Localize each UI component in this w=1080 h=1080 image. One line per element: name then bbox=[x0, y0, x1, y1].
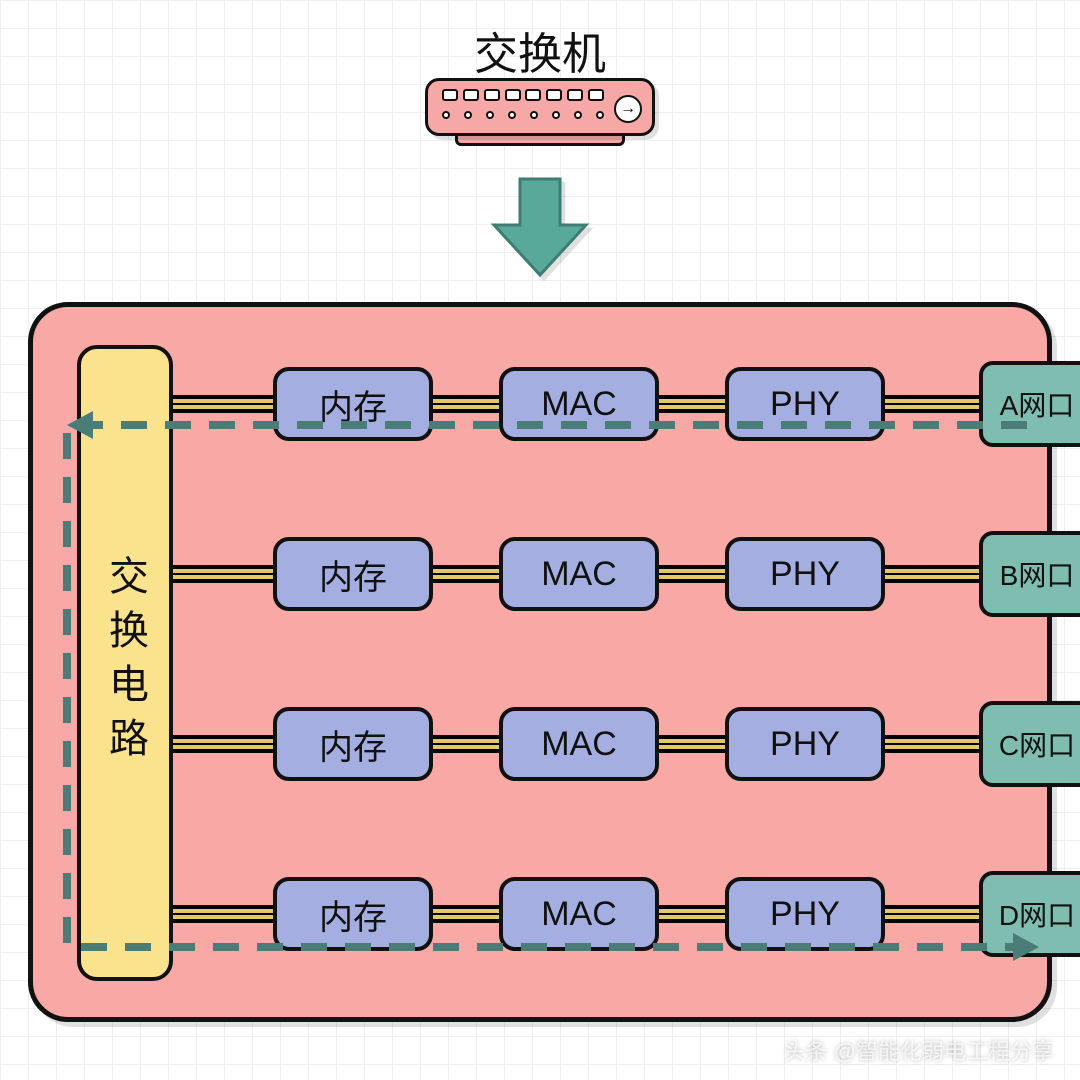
phy-a: PHY bbox=[725, 367, 885, 441]
port-a: A网口 bbox=[979, 361, 1080, 447]
diagram-title: 交换机 bbox=[0, 18, 1080, 82]
row-c: 内存 MAC PHY C网口 bbox=[173, 707, 1051, 781]
switch-base bbox=[455, 136, 625, 146]
switch-device-icon: → bbox=[425, 78, 655, 146]
mem-d: 内存 bbox=[273, 877, 433, 951]
port-d: D网口 bbox=[979, 871, 1080, 957]
switch-body: → bbox=[425, 78, 655, 136]
switching-circuit-label: 交换电路 bbox=[96, 555, 154, 771]
phy-b: PHY bbox=[725, 537, 885, 611]
mem-a: 内存 bbox=[273, 367, 433, 441]
switch-internals-box: 交换电路 内存 MAC PHY A网口 内存 MAC PHY B网口 内存 MA… bbox=[28, 302, 1052, 1022]
port-b: B网口 bbox=[979, 531, 1080, 617]
phy-d: PHY bbox=[725, 877, 885, 951]
phy-c: PHY bbox=[725, 707, 885, 781]
port-c: C网口 bbox=[979, 701, 1080, 787]
mac-b: MAC bbox=[499, 537, 659, 611]
mac-d: MAC bbox=[499, 877, 659, 951]
row-d: 内存 MAC PHY D网口 bbox=[173, 877, 1051, 951]
switch-action-icon: → bbox=[614, 95, 642, 123]
mem-c: 内存 bbox=[273, 707, 433, 781]
diagram-stage: 交换机 → 交换电路 内存 MAC PHY A网口 bbox=[0, 0, 1080, 1080]
mem-b: 内存 bbox=[273, 537, 433, 611]
mac-a: MAC bbox=[499, 367, 659, 441]
mac-c: MAC bbox=[499, 707, 659, 781]
switch-leds-bottom bbox=[442, 111, 604, 119]
switch-ports-top bbox=[442, 89, 604, 101]
row-a: 内存 MAC PHY A网口 bbox=[173, 367, 1051, 441]
down-arrow-icon bbox=[490, 175, 590, 280]
signal-dash-line bbox=[67, 425, 1033, 947]
switching-circuit-block: 交换电路 bbox=[77, 345, 173, 981]
row-b: 内存 MAC PHY B网口 bbox=[173, 537, 1051, 611]
watermark-text: 头条 @智能化弱电工程分享 bbox=[784, 1034, 1054, 1066]
